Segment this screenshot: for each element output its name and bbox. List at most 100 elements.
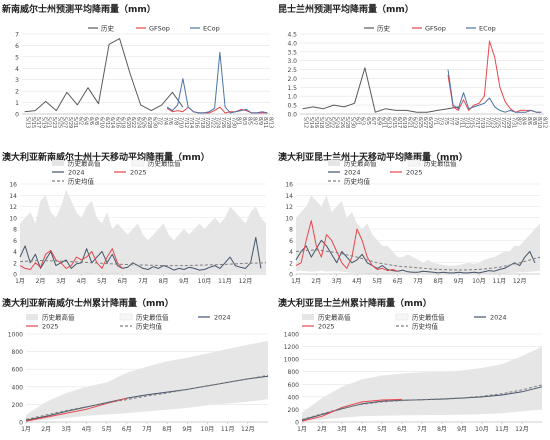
y-tick-label: 2.5	[287, 67, 297, 74]
y-tick-label: 4	[13, 249, 17, 256]
x-tick-label: 2月	[317, 426, 327, 433]
legend-label: 历史最高值	[318, 313, 351, 322]
legend-label: ECop	[203, 25, 220, 33]
x-tick-label: 6/2	[77, 117, 83, 125]
x-tick-label: 5/12	[303, 117, 309, 128]
legend-label: 2025	[318, 323, 335, 331]
x-tick-label: 11月	[221, 426, 235, 433]
x-tick-label: 6/28	[146, 117, 152, 128]
x-tick-label: 5/13	[25, 117, 31, 128]
x-tick-label: 11月	[495, 426, 509, 433]
x-tick-label: 7/22	[209, 117, 215, 128]
x-tick-label: 12月	[239, 278, 253, 285]
x-tick-label: 6月	[393, 278, 403, 285]
series-line-2025	[295, 220, 398, 272]
y-tick-label: 400	[288, 394, 300, 401]
series-line-GFSop	[447, 40, 542, 113]
x-tick-label: 9月	[182, 426, 192, 433]
x-tick-label: 5月	[377, 426, 387, 433]
x-tick-label: 3月	[61, 426, 71, 433]
x-tick-label: 10月	[201, 426, 215, 433]
x-tick-label: 4月	[357, 426, 367, 433]
legend-swatch	[131, 159, 145, 167]
x-tick-label: 5/28	[344, 117, 350, 128]
x-tick-label: 7/24	[215, 117, 221, 128]
chart-title: 澳大利亚新南威尔士州累计降雨量（mm）	[2, 299, 174, 309]
legend-label: 历史最高值	[42, 313, 75, 322]
x-tick-label: 6/7	[370, 117, 376, 125]
chart-title: 澳大利亚新南威尔士州十天移动平均降雨量（mm）	[2, 153, 210, 163]
series-line-2024	[295, 239, 536, 274]
x-tick-label: 7/16	[193, 117, 199, 128]
x-tick-label: 5/14	[308, 117, 314, 128]
x-tick-label: 7/18	[199, 117, 205, 128]
x-tick-label: 7/12	[183, 117, 189, 128]
x-tick-label: 6/6	[88, 117, 94, 125]
x-tick-label: 1月	[297, 426, 307, 433]
x-tick-label: 5/17	[35, 117, 41, 128]
legend-label: 2024	[214, 314, 231, 322]
x-tick-label: 6/19	[401, 117, 407, 128]
x-tick-label: 8/9	[257, 117, 263, 125]
x-tick-label: 5月	[102, 426, 112, 433]
legend-swatch	[407, 159, 421, 167]
x-tick-label: 7/25	[495, 117, 501, 128]
x-tick-label: 3月	[332, 278, 342, 285]
x-tick-label: 6月	[397, 426, 407, 433]
y-tick-label: 16	[9, 182, 17, 189]
y-tick-label: 5	[15, 54, 19, 61]
y-tick-label: 1000	[284, 357, 299, 364]
x-tick-label: 5/24	[334, 117, 340, 128]
x-tick-label: 7/4	[162, 117, 168, 125]
x-tick-label: 2月	[36, 278, 46, 285]
y-tick-label: 800	[288, 369, 300, 376]
x-tick-label: 6/15	[391, 117, 397, 128]
x-tick-label: 7/26	[220, 117, 226, 128]
legend-swatch	[52, 160, 64, 166]
nsw-cumulative-chart: 澳大利亚新南威尔士州累计降雨量（mm） 0 200 400 600 800 1000 1月 2…	[2, 296, 274, 438]
y-tick-label: 0	[19, 420, 23, 427]
y-tick-label: 200	[12, 402, 24, 409]
x-tick-label: 7月	[138, 278, 148, 285]
legend-swatch	[26, 314, 38, 320]
chart-plot: 0 200 400 600 800 1000 1月 2月 3月 4月 5月 6月 7月 8月 9月 10月 11…	[8, 313, 269, 433]
x-tick-label: 4月	[352, 278, 362, 285]
y-tick-label: 400	[12, 384, 24, 391]
x-tick-label: 8/3	[241, 117, 247, 125]
x-tick-label: 7/28	[225, 117, 231, 128]
y-tick-label: 8	[289, 227, 293, 234]
y-tick-label: 800	[12, 349, 24, 356]
x-tick-label: 7/23	[489, 117, 495, 128]
x-tick-label: 7/17	[474, 117, 480, 128]
x-tick-label: 6/9	[375, 117, 381, 125]
legend-label: 历史	[377, 24, 391, 33]
x-tick-label: 7/13	[464, 117, 470, 128]
chart-plot: 0.00.51.01.52.02.53.03.54.04.55/12 5/14 5/…	[287, 24, 547, 129]
x-tick-label: 6/8	[93, 117, 99, 125]
x-tick-label: 6/1	[355, 117, 361, 125]
x-tick-label: 11月	[493, 278, 507, 285]
x-tick-label: 7/15	[469, 117, 475, 128]
legend-label: 2024	[68, 169, 85, 177]
legend-swatch	[328, 160, 340, 166]
y-tick-label: 1	[15, 100, 19, 107]
x-tick-label: 8/4	[521, 117, 527, 125]
x-tick-label: 5/27	[62, 117, 68, 128]
x-tick-label: 7/2	[157, 117, 163, 125]
legend-label: 2025	[406, 169, 423, 177]
x-tick-label: 7/11	[458, 117, 464, 128]
x-tick-label: 3月	[56, 278, 66, 285]
x-tick-label: 6/23	[412, 117, 418, 128]
x-tick-label: 6/11	[380, 117, 386, 128]
x-tick-label: 9月	[179, 278, 189, 285]
y-tick-label: 4	[15, 66, 19, 73]
y-tick-label: 200	[288, 407, 300, 414]
legend-label: 历史最低值	[136, 313, 169, 322]
x-tick-label: 5/25	[56, 117, 62, 128]
series-line-ECop	[166, 51, 268, 114]
y-tick-label: 7	[15, 32, 19, 39]
x-tick-label: 4月	[77, 278, 87, 285]
y-tick-label: 3.5	[287, 49, 297, 56]
x-tick-label: 8/5	[246, 117, 252, 125]
